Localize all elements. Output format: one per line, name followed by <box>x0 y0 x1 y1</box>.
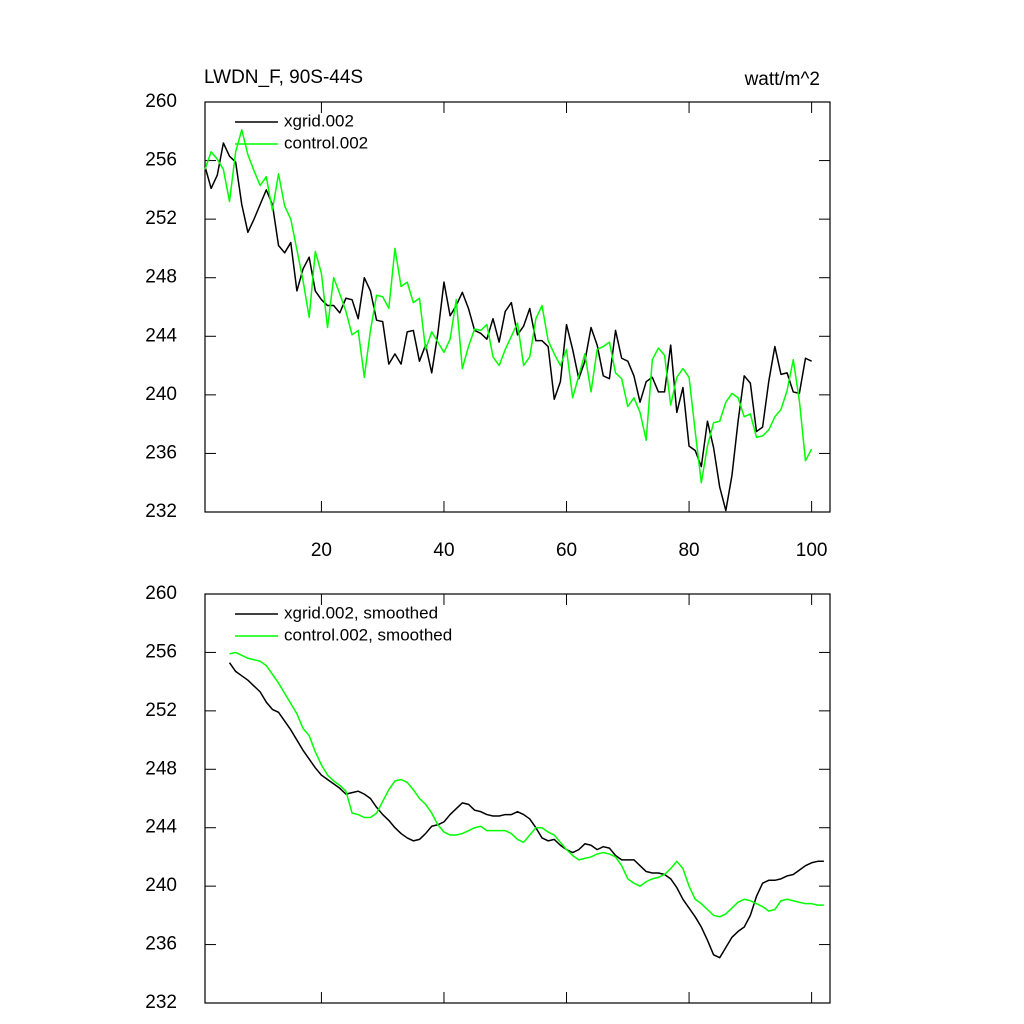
plot-frame <box>204 101 831 513</box>
plot-frame <box>204 593 831 1004</box>
chart-title: LWDN_F, 90S-44S <box>204 67 363 88</box>
y-tick-label: 240 <box>145 875 177 896</box>
y-tick-label: 252 <box>145 700 177 721</box>
legend-label: control.002, smoothed <box>284 625 452 644</box>
y-tick-label: 232 <box>145 992 177 1013</box>
x-tick-label: 80 <box>678 540 699 561</box>
y-tick-label: 248 <box>145 758 177 779</box>
y-tick-label: 244 <box>145 817 177 838</box>
series-line <box>229 651 824 918</box>
y-tick-label: 240 <box>145 384 177 405</box>
series-line <box>228 662 824 959</box>
legend-label: control.002 <box>284 133 368 152</box>
y-tick-label: 252 <box>145 208 177 229</box>
y-tick-label: 232 <box>145 501 177 522</box>
y-tick-label: 260 <box>145 583 177 604</box>
x-tick-label: 20 <box>311 540 332 561</box>
x-tick-label: 100 <box>796 540 828 561</box>
y-tick-label: 236 <box>145 442 177 463</box>
y-tick-label: 248 <box>145 267 177 288</box>
y-tick-label: 260 <box>145 91 177 112</box>
series-line <box>204 142 812 512</box>
y-tick-label: 256 <box>145 641 177 662</box>
x-tick-label: 60 <box>556 540 577 561</box>
series-line <box>204 129 813 484</box>
y-tick-label: 236 <box>145 934 177 955</box>
y-tick-label: 244 <box>145 325 177 346</box>
units-label: watt/m^2 <box>744 69 820 90</box>
legend-label: xgrid.002 <box>284 111 354 130</box>
legend-label: xgrid.002, smoothed <box>284 603 438 622</box>
y-tick-label: 256 <box>145 150 177 171</box>
x-tick-label: 40 <box>433 540 454 561</box>
